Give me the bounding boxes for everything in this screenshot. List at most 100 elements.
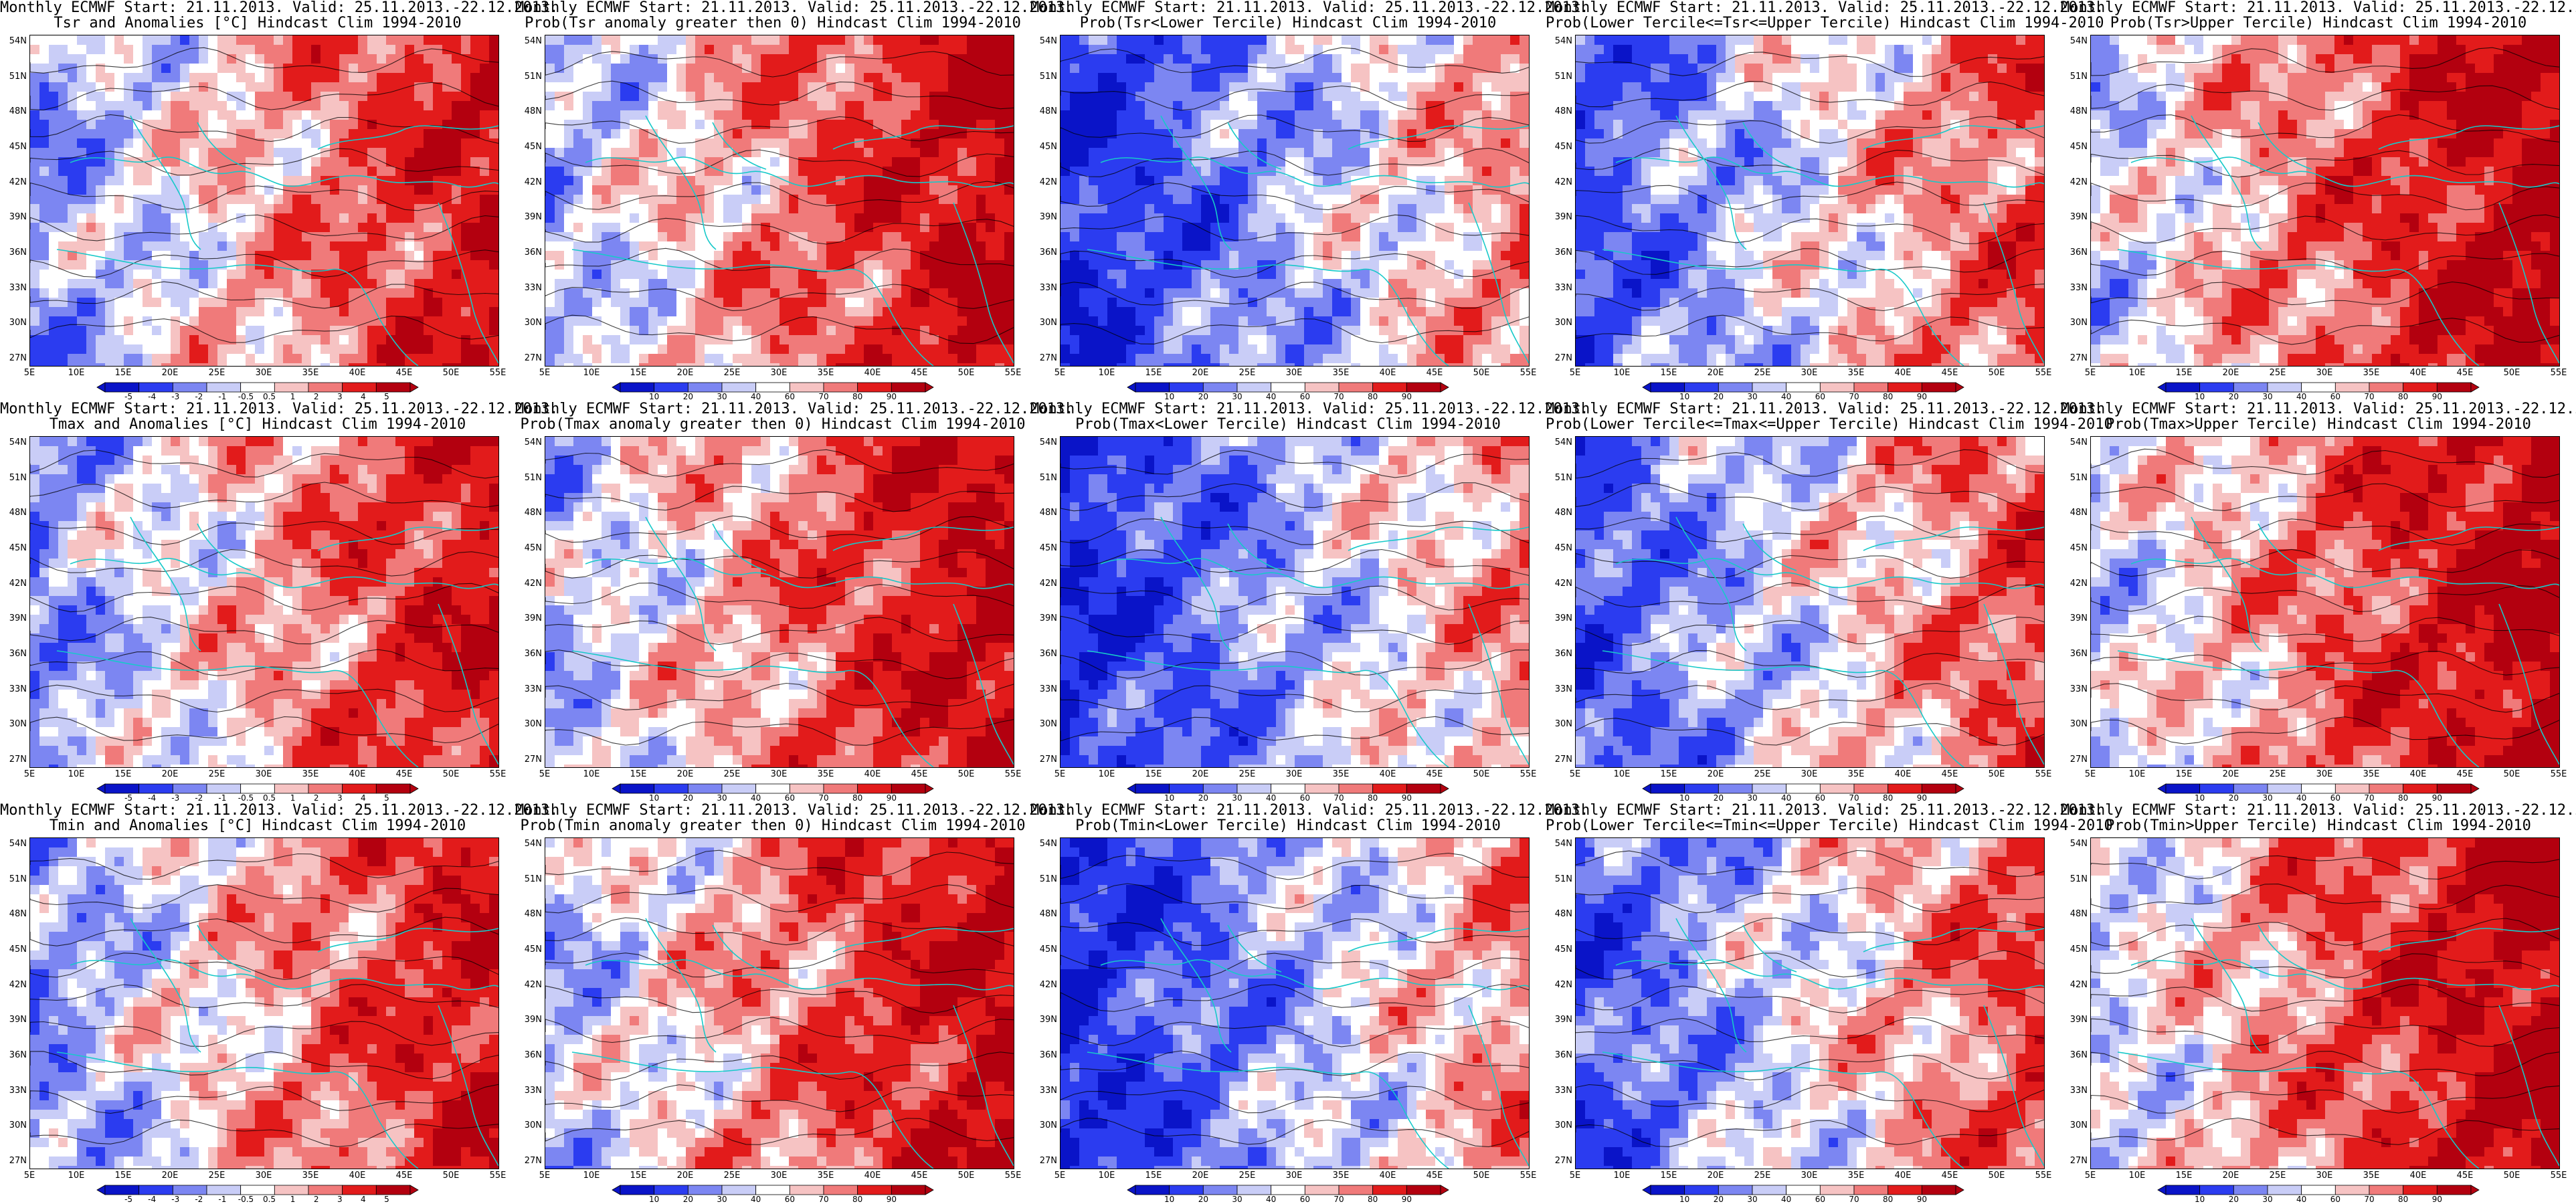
lat-label: 30N <box>2065 1120 2088 1130</box>
panel-title-line1: Monthly ECMWF Start: 21.11.2013. Valid: … <box>515 803 1073 818</box>
colorbar-label: 80 <box>1363 793 1383 803</box>
lon-label: 50E <box>438 1171 464 1181</box>
map-panel-15: Monthly ECMWF Start: 21.11.2013. Valid: … <box>2061 803 2576 1204</box>
lon-label: 45E <box>2452 1171 2478 1181</box>
colorbar-label: 3 <box>330 1195 350 1204</box>
lon-label: 25E <box>203 769 230 779</box>
panel-title: Monthly ECMWF Start: 21.11.2013. Valid: … <box>1030 0 1588 31</box>
lat-label: 45N <box>1550 543 1572 553</box>
lat-label: 45N <box>519 142 542 152</box>
lat-label: 39N <box>519 1015 542 1025</box>
lon-label: 30E <box>1281 769 1307 779</box>
lat-label: 54N <box>2065 36 2088 46</box>
lon-label: 5E <box>1562 368 1588 378</box>
lat-label: 54N <box>4 839 27 849</box>
lon-label: 30E <box>1796 368 1823 378</box>
lat-label: 54N <box>519 437 542 447</box>
colorbar-label: 10 <box>1160 392 1180 401</box>
lon-label: 30E <box>765 368 792 378</box>
lon-label: 40E <box>1374 1171 1401 1181</box>
lon-label: 25E <box>1749 769 1776 779</box>
map-frame <box>1575 35 2045 367</box>
colorbar-label: 30 <box>712 392 732 401</box>
colorbar-label: 20 <box>1708 793 1728 803</box>
colorbar-label: 10 <box>2190 793 2210 803</box>
colorbar-label: 3 <box>330 793 350 803</box>
colorbar-label: -1 <box>212 793 232 803</box>
lon-label: 10E <box>63 769 90 779</box>
lon-label: 55E <box>1000 769 1026 779</box>
lon-label: 5E <box>16 1171 43 1181</box>
lon-label: 55E <box>1515 769 1542 779</box>
colorbar <box>612 1185 934 1195</box>
lat-label: 36N <box>2065 1050 2088 1060</box>
lat-label: 39N <box>4 613 27 623</box>
panel-title-line1: Monthly ECMWF Start: 21.11.2013. Valid: … <box>1546 401 2104 417</box>
colorbar <box>1642 783 1964 794</box>
colorbar-label: 4 <box>353 1195 373 1204</box>
lon-label: 55E <box>484 1171 511 1181</box>
lat-label: 27N <box>4 755 27 765</box>
lon-label: 10E <box>1608 1171 1635 1181</box>
colorbar-label: 80 <box>2393 392 2413 401</box>
panel-title-line2: Prob(Lower Tercile<=Tmax<=Upper Tercile)… <box>1546 417 2113 432</box>
panel-title-line2: Prob(Tmin<Lower Tercile) Hindcast Clim 1… <box>1030 818 1546 833</box>
lon-label: 10E <box>1608 368 1635 378</box>
lat-label: 30N <box>1550 318 1572 328</box>
colorbar <box>1127 1185 1449 1195</box>
lat-label: 48N <box>519 106 542 116</box>
colorbar-label: 90 <box>1396 793 1416 803</box>
lon-label: 35E <box>1327 769 1354 779</box>
colorbar-label: 40 <box>1261 1195 1281 1204</box>
lat-label: 51N <box>519 72 542 82</box>
lon-label: 5E <box>1562 1171 1588 1181</box>
lon-label: 50E <box>2498 769 2525 779</box>
colorbar-label: 4 <box>353 392 373 401</box>
lat-label: 51N <box>4 72 27 82</box>
lat-label: 33N <box>519 1086 542 1096</box>
lon-label: 45E <box>1421 368 1448 378</box>
lat-label: 42N <box>1550 579 1572 589</box>
colorbar-label: 30 <box>1227 793 1247 803</box>
lat-label: 54N <box>2065 839 2088 849</box>
colorbar-label: 10 <box>2190 392 2210 401</box>
colorbar-label: 10 <box>2190 1195 2210 1204</box>
panel-title: Monthly ECMWF Start: 21.11.2013. Valid: … <box>1546 0 2104 31</box>
colorbar-label: -1 <box>212 392 232 401</box>
lon-label: 40E <box>2405 769 2431 779</box>
colorbar-label: 10 <box>644 1195 664 1204</box>
colorbar-label: 70 <box>1329 793 1349 803</box>
lat-label: 27N <box>2065 1156 2088 1166</box>
colorbar-label: -2 <box>189 1195 209 1204</box>
lat-label: 30N <box>2065 318 2088 328</box>
colorbar-label: 20 <box>1708 392 1728 401</box>
lat-label: 27N <box>1034 1156 1057 1166</box>
lat-label: 48N <box>1034 106 1057 116</box>
colorbar-label: 90 <box>881 793 901 803</box>
colorbar-label: 40 <box>2292 392 2312 401</box>
lat-label: 27N <box>519 755 542 765</box>
colorbar-label: 70 <box>1844 392 1864 401</box>
map-panel-13: Monthly ECMWF Start: 21.11.2013. Valid: … <box>1030 803 1588 1204</box>
panel-title: Monthly ECMWF Start: 21.11.2013. Valid: … <box>515 401 1073 432</box>
lat-label: 48N <box>519 508 542 518</box>
lat-label: 33N <box>4 684 27 694</box>
lon-label: 15E <box>110 368 136 378</box>
lon-label: 30E <box>1281 1171 1307 1181</box>
lat-label: 33N <box>519 283 542 293</box>
lon-label: 55E <box>2030 1171 2057 1181</box>
lon-label: 25E <box>2264 368 2291 378</box>
lat-label: 33N <box>1550 283 1572 293</box>
lat-label: 54N <box>1550 839 1572 849</box>
colorbar-label: 40 <box>746 392 766 401</box>
lon-label: 55E <box>1000 368 1026 378</box>
colorbar-label: -4 <box>142 793 162 803</box>
lon-label: 25E <box>203 1171 230 1181</box>
colorbar-label: 2 <box>306 392 327 401</box>
lat-label: 45N <box>1034 543 1057 553</box>
lon-label: 25E <box>1234 368 1261 378</box>
lon-label: 10E <box>63 1171 90 1181</box>
lat-label: 39N <box>1034 613 1057 623</box>
lat-label: 27N <box>1550 353 1572 363</box>
panel-title-line1: Monthly ECMWF Start: 21.11.2013. Valid: … <box>1030 401 1588 417</box>
